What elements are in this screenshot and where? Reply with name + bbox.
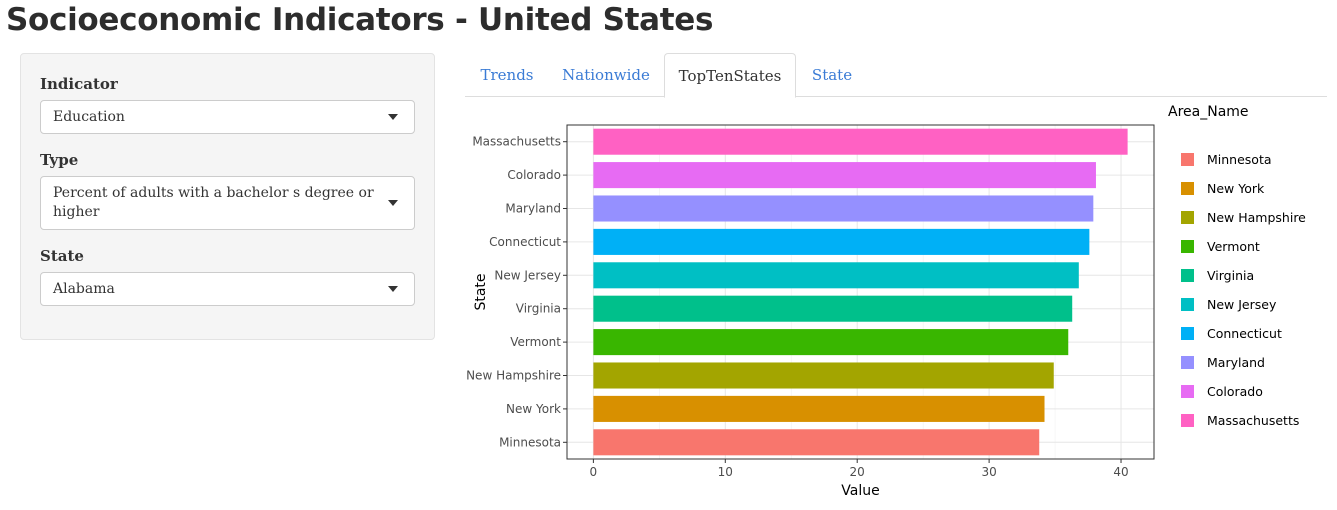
type-select-value: Percent of adults with a bachelor s degr… <box>53 185 374 220</box>
bar-minnesota <box>593 429 1040 456</box>
bar-connecticut <box>593 228 1090 255</box>
legend-swatch <box>1181 356 1194 369</box>
legend-label: New Hampshire <box>1207 210 1306 225</box>
state-select[interactable]: Alabama <box>40 272 415 306</box>
legend-title: Area_Name <box>1168 104 1249 120</box>
chevron-down-icon <box>388 286 398 292</box>
legend-label: Virginia <box>1207 268 1254 283</box>
legend-swatch <box>1181 298 1194 311</box>
y-tick-label: New Jersey <box>494 268 561 282</box>
legend-label: Vermont <box>1207 239 1260 254</box>
legend-label: New Jersey <box>1207 297 1277 312</box>
bar-virginia <box>593 295 1073 322</box>
x-tick-label: 10 <box>718 465 733 479</box>
indicator-select-value: Education <box>53 108 125 125</box>
legend-label: Colorado <box>1207 384 1263 399</box>
legend-label: New York <box>1207 181 1265 196</box>
legend-swatch <box>1181 240 1194 253</box>
bar-new-york <box>593 395 1045 422</box>
x-axis-title: Value <box>841 483 879 499</box>
tab-bar: Trends Nationwide TopTenStates State <box>465 53 1327 98</box>
legend-label: Maryland <box>1207 355 1265 370</box>
y-tick-label: Colorado <box>507 168 561 182</box>
legend-swatch <box>1181 211 1194 224</box>
legend-swatch <box>1181 182 1194 195</box>
y-tick-label: New Hampshire <box>466 369 561 383</box>
y-tick-label: Virginia <box>516 302 561 316</box>
bar-colorado <box>593 162 1096 189</box>
state-label: State <box>40 247 84 265</box>
plot-border <box>566 124 1155 460</box>
indicator-select[interactable]: Education <box>40 100 415 134</box>
tab-state[interactable]: State <box>811 66 853 84</box>
y-tick-label: Vermont <box>510 335 561 349</box>
sidebar-panel: Indicator Education Type Percent of adul… <box>20 53 435 340</box>
page-title: Socioeconomic Indicators - United States <box>6 2 714 38</box>
bar-maryland <box>593 195 1094 222</box>
legend-swatch <box>1181 327 1194 340</box>
indicator-label: Indicator <box>40 75 118 93</box>
x-tick-label: 30 <box>981 465 996 479</box>
x-tick-label: 20 <box>850 465 865 479</box>
y-tick-label: New York <box>506 402 561 416</box>
tab-trends[interactable]: Trends <box>480 66 534 84</box>
bar-massachusetts <box>593 128 1128 155</box>
bar-new-jersey <box>593 262 1079 289</box>
bar-new-hampshire <box>593 362 1054 389</box>
tab-toptenstates[interactable]: TopTenStates <box>664 53 796 98</box>
y-tick-label: Maryland <box>505 202 561 216</box>
type-label: Type <box>40 151 79 169</box>
type-select[interactable]: Percent of adults with a bachelor s degr… <box>40 176 415 230</box>
chevron-down-icon <box>388 200 398 206</box>
legend-label: Massachusetts <box>1207 413 1299 428</box>
x-tick-label: 0 <box>590 465 598 479</box>
legend-swatch <box>1181 414 1194 427</box>
legend-swatch <box>1181 385 1194 398</box>
legend-label: Minnesota <box>1207 152 1272 167</box>
y-tick-label: Connecticut <box>489 235 561 249</box>
x-tick-label: 40 <box>1113 465 1128 479</box>
top-ten-states-chart: Massachusetts Colorado Maryland Connecticut… <box>466 104 1306 499</box>
state-select-value: Alabama <box>53 280 115 297</box>
bar-vermont <box>593 329 1069 356</box>
legend-swatch <box>1181 269 1194 282</box>
legend-swatch <box>1181 153 1194 166</box>
y-tick-label: Minnesota <box>499 435 561 449</box>
y-axis-title: State <box>473 273 489 310</box>
tab-nationwide[interactable]: Nationwide <box>562 66 650 84</box>
y-tick-label: Massachusetts <box>472 135 561 149</box>
legend-label: Connecticut <box>1207 326 1282 341</box>
chevron-down-icon <box>388 114 398 120</box>
